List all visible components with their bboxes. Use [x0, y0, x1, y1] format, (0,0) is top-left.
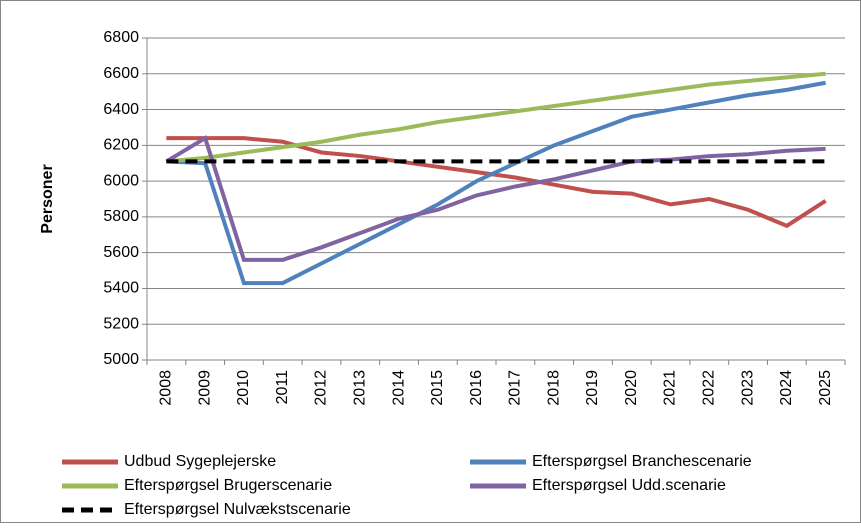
x-tick-label: 2008 — [158, 370, 175, 406]
legend-label: Udbud Sygeplejerske — [124, 453, 276, 470]
y-tick-label: 6600 — [103, 65, 139, 82]
x-tick-label: 2011 — [274, 370, 291, 405]
line-series — [166, 136, 827, 229]
x-tick-label: 2016 — [468, 370, 485, 406]
line-series — [165, 135, 826, 262]
y-tick-label: 5200 — [103, 315, 139, 332]
x-tick-label: 2014 — [390, 370, 407, 406]
y-tick-label: 6200 — [103, 137, 139, 154]
x-tick-label: 2024 — [778, 370, 795, 406]
x-tick-label: 2013 — [351, 370, 368, 406]
x-tick-label: 2019 — [584, 370, 601, 406]
y-tick-label: 6800 — [103, 29, 139, 46]
legend-label: Efterspørgsel Nulvækstscenarie — [124, 501, 351, 518]
y-tick-label: 5000 — [103, 351, 139, 368]
x-tick-label: 2021 — [662, 370, 679, 406]
y-tick-label: 6400 — [103, 101, 139, 118]
legend-label: Efterspørgsel Udd.scenarie — [532, 477, 726, 494]
y-axis-label: Personer — [39, 164, 56, 233]
x-tick-label: 2012 — [313, 370, 330, 406]
y-tick-label: 5400 — [103, 280, 139, 297]
y-tick-label: 5800 — [103, 208, 139, 225]
line-series — [166, 80, 826, 286]
x-tick-label: 2025 — [817, 370, 834, 406]
x-tick-label: 2015 — [429, 370, 446, 406]
y-tick-label: 6000 — [103, 172, 139, 189]
x-tick-label: 2010 — [235, 370, 252, 406]
legend-label: Efterspørgsel Brugerscenarie — [124, 477, 332, 494]
x-tick-label: 2009 — [196, 370, 213, 406]
x-tick-label: 2022 — [700, 370, 717, 406]
legend-label: Efterspørgsel Branchescenarie — [532, 453, 752, 470]
x-tick-label: 2023 — [739, 370, 756, 406]
x-tick-label: 2018 — [545, 370, 562, 406]
x-tick-label: 2017 — [507, 370, 524, 406]
x-tick-label: 2020 — [623, 370, 640, 406]
line-series — [166, 71, 826, 164]
y-tick-label: 5600 — [103, 244, 139, 261]
